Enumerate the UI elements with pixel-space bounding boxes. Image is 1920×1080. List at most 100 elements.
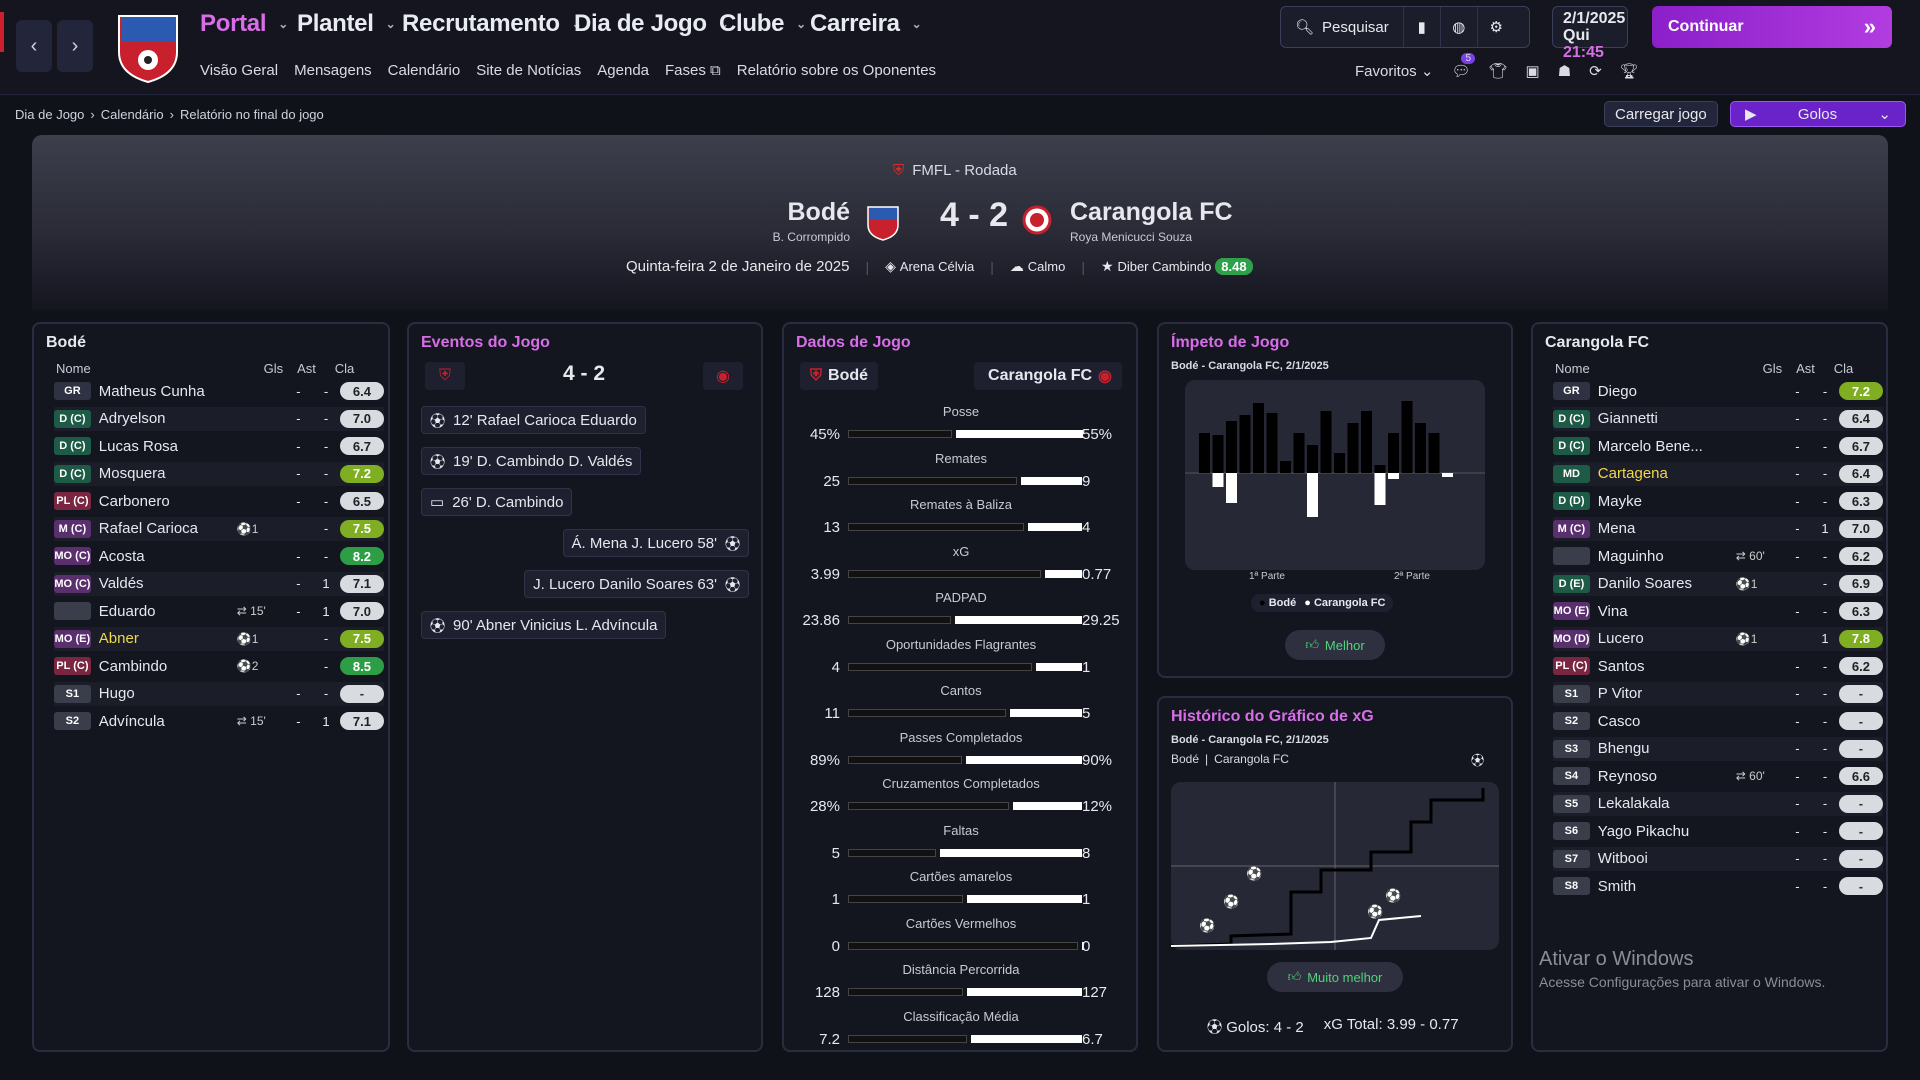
player-name[interactable]: Adryelson [98, 410, 166, 427]
stats-home-team[interactable]: ⛨ Bodé [800, 362, 879, 390]
match-event[interactable]: ⚽︎ 19' D. Cambindo D. Valdés [421, 447, 642, 475]
nav-dia-de-jogo[interactable]: Dia de Jogo ⌄ [574, 10, 729, 38]
player-name[interactable]: Advíncula [98, 712, 165, 730]
col-name[interactable]: Nome [56, 361, 91, 376]
player-row[interactable]: S1 Hugo - - - [54, 681, 384, 706]
player-name[interactable]: Giannetti [1597, 410, 1658, 427]
globe-button[interactable]: ◍ [1441, 7, 1478, 47]
player-row[interactable]: Maguinho ⇄ 60' - -6.2 [1553, 544, 1883, 568]
player-row[interactable]: M (C) Rafael Carioca ⚽1 -7.5 [54, 516, 384, 541]
col-assists[interactable]: Ast [297, 361, 316, 376]
player-row[interactable]: M (C) Mena - 1 7.0 [1553, 516, 1883, 541]
subnav-noticias[interactable]: Site de Notícias [476, 62, 582, 79]
player-row[interactable]: S6 Yago Pikachu - - - [1553, 819, 1883, 843]
tactics-button[interactable]: ▣ [1526, 62, 1540, 80]
subnav-relatorio[interactable]: Relatório sobre os Oponentes [736, 62, 937, 79]
subnav-visao-geral[interactable]: Visão Geral [200, 62, 279, 79]
refresh-button[interactable]: ⟳ [1589, 62, 1602, 80]
nav-recrutamento[interactable]: Recrutamento ⌄ [402, 10, 582, 38]
player-row[interactable]: S3 Bhengu - - - [1553, 736, 1883, 761]
player-name[interactable]: Lekalakala [1597, 795, 1670, 812]
player-row[interactable]: PL (C) Carbonero - -6.5 [54, 489, 384, 513]
player-name[interactable]: Hugo [98, 685, 135, 702]
player-row[interactable]: GR Matheus Cunha - -6.4 [54, 379, 384, 403]
player-row[interactable]: D (C) Marcelo Bene... - -6.7 [1553, 434, 1883, 458]
player-row[interactable]: D (C) Lucas Rosa - -6.7 [54, 434, 384, 458]
player-name[interactable]: Bhengu [1597, 740, 1650, 757]
subnav-calendario[interactable]: Calendário [387, 62, 461, 79]
player-row[interactable]: MO (C) Valdés - 1 7.1 [54, 571, 384, 596]
kit-button[interactable]: 👕︎ [1488, 62, 1507, 80]
player-name[interactable]: Cartagena [1597, 465, 1668, 482]
player-row[interactable]: MO (E) Abner ⚽1 -7.5 [54, 626, 384, 651]
competition[interactable]: ⛨ FMFL - Rodada [893, 162, 1017, 179]
favorites-dropdown[interactable]: Favoritos ⌄ [1355, 62, 1433, 80]
crumb-dia-de-jogo[interactable]: Dia de Jogo [15, 107, 85, 122]
player-row[interactable]: S2 Advíncula ⇄ 15' - 1 7.1 [54, 709, 384, 733]
player-row[interactable]: Eduardo ⇄ 15' - 1 7.0 [54, 599, 384, 623]
match-event[interactable]: ⚽︎ 90' Abner Vinicius L. Advíncula [421, 611, 667, 639]
stadium[interactable]: ◈ Arena Célvia [885, 258, 974, 275]
stats-away-team[interactable]: Carangola FC ◉ [974, 362, 1122, 390]
col-goals[interactable]: Gls [1762, 361, 1783, 376]
player-name[interactable]: Cambindo [98, 657, 168, 675]
highlights-dropdown[interactable]: ▶ Golos ⌄ [1730, 101, 1906, 127]
search-button[interactable]: 🔍︎ Pesquisar [1281, 7, 1404, 47]
xg-chart[interactable]: ⚽ ⚽ ⚽ ⚽ ⚽ [1171, 782, 1499, 950]
player-name[interactable]: Rafael Carioca [98, 520, 199, 537]
player-row[interactable]: PL (C) Cambindo ⚽2 -8.5 [54, 654, 384, 678]
player-row[interactable]: S5 Lekalakala - - - [1553, 791, 1883, 816]
player-row[interactable]: D (C) Mosquera - -7.2 [54, 461, 384, 486]
match-event[interactable]: ▭ 26' D. Cambindo [421, 488, 573, 516]
subnav-agenda[interactable]: Agenda [597, 62, 649, 79]
player-name[interactable]: Mena [1597, 520, 1636, 537]
player-row[interactable]: PL (C) Santos - -6.2 [1553, 654, 1883, 678]
match-event[interactable]: J. Lucero Danilo Soares 63' ⚽︎ [524, 570, 749, 598]
col-rating[interactable]: Cla [334, 361, 355, 376]
momentum-chart[interactable] [1185, 380, 1485, 570]
continue-button[interactable]: Continuar » [1652, 6, 1892, 48]
crumb-calendario[interactable]: Calendário [100, 107, 164, 122]
nav-plantel[interactable]: Plantel ⌄ [297, 10, 396, 38]
nav-carreira[interactable]: Carreira ⌄ [810, 10, 922, 38]
away-manager[interactable]: Roya Menicucci Souza [1070, 230, 1193, 244]
player-row[interactable]: MO (E) Vina - -6.3 [1553, 599, 1883, 623]
player-row[interactable]: D (E) Danilo Soares ⚽1 -6.9 [1553, 571, 1883, 596]
col-assists[interactable]: Ast [1796, 361, 1815, 376]
trophy-button[interactable]: 🏆︎ [1620, 62, 1639, 80]
forward-button[interactable]: › [57, 20, 93, 72]
home-manager[interactable]: B. Corrompido [772, 230, 850, 244]
player-name[interactable]: Diego [1597, 382, 1637, 400]
nav-portal[interactable]: Portal ⌄ [200, 10, 288, 38]
load-match-button[interactable]: Carregar jogo [1604, 101, 1718, 127]
subnav-mensagens[interactable]: Mensagens [294, 62, 372, 79]
player-row[interactable]: MD Cartagena - -6.4 [1553, 461, 1883, 486]
away-team-name[interactable]: Carangola FC [1070, 198, 1233, 226]
player-name[interactable]: Matheus Cunha [98, 382, 205, 400]
player-name[interactable]: Lucas Rosa [98, 437, 179, 455]
player-name[interactable]: P Vitor [1597, 685, 1643, 702]
man-of-the-match[interactable]: ★ Diber Cambindo 8.48 [1101, 258, 1253, 275]
col-rating[interactable]: Cla [1833, 361, 1854, 376]
player-name[interactable]: Carbonero [98, 492, 170, 510]
col-goals[interactable]: Gls [263, 361, 284, 376]
back-button[interactable]: ‹ [16, 20, 52, 72]
messages-button[interactable]: 💬︎ 5 [1451, 53, 1475, 80]
game-date[interactable]: 2/1/2025 Qui 21:45 [1552, 6, 1628, 61]
player-name[interactable]: Lucero [1597, 630, 1644, 647]
player-name[interactable]: Danilo Soares [1597, 575, 1693, 592]
player-row[interactable]: MO (D) Lucero ⚽1 1 7.8 [1553, 626, 1883, 651]
player-name[interactable]: Yago Pikachu [1597, 822, 1690, 840]
player-name[interactable]: Casco [1597, 712, 1641, 730]
settings-button[interactable]: ⚙ [1478, 7, 1515, 47]
player-name[interactable]: Witbooi [1597, 850, 1648, 867]
player-row[interactable]: S1 P Vitor - - - [1553, 681, 1883, 706]
home-team-name[interactable]: Bodé [787, 198, 851, 226]
player-name[interactable]: Acosta [98, 547, 145, 565]
player-row[interactable]: S4 Reynoso ⇄ 60' - -6.6 [1553, 764, 1883, 788]
player-row[interactable]: S2 Casco - - - [1553, 709, 1883, 733]
match-event[interactable]: Á. Mena J. Lucero 58' ⚽︎ [562, 529, 749, 557]
player-name[interactable]: Mosquera [98, 465, 166, 482]
bookmark-button[interactable]: ▮ [1404, 7, 1441, 47]
player-row[interactable]: D (C) Adryelson - -7.0 [54, 406, 384, 431]
